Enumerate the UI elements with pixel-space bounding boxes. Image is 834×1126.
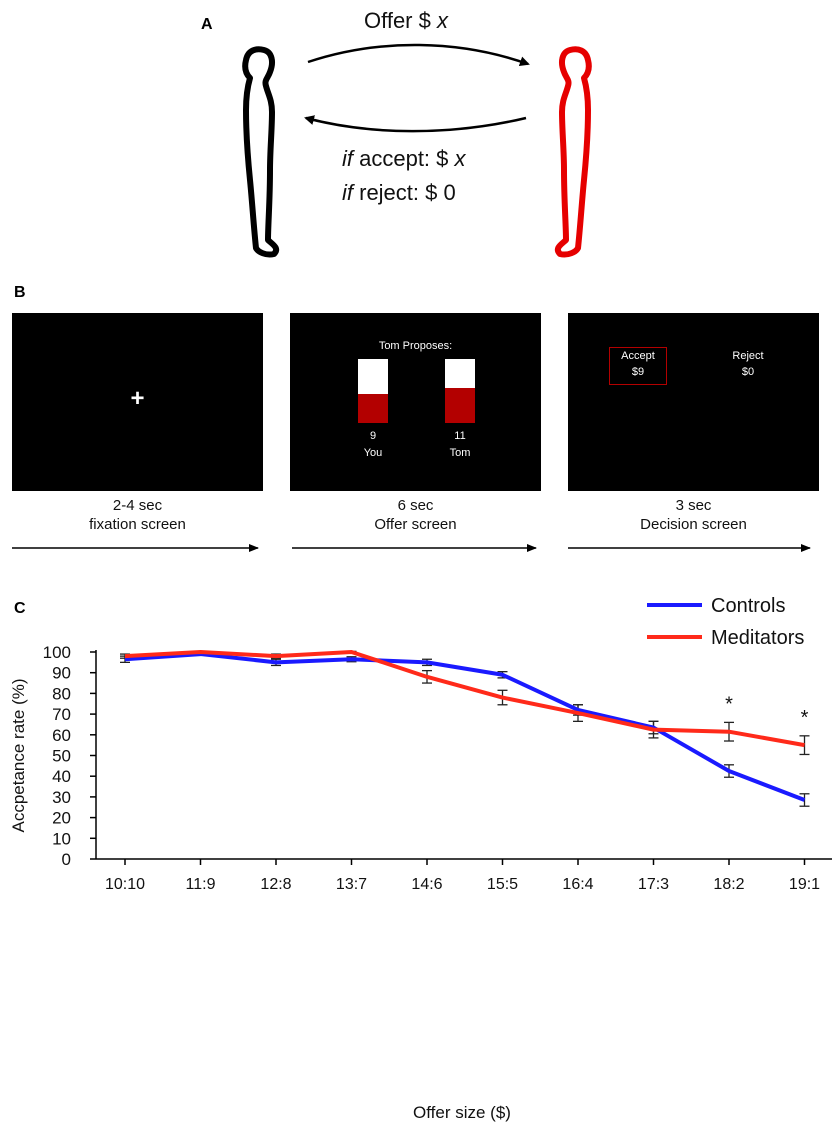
tom-bar [445, 359, 475, 423]
offer-duration: 6 sec [397, 497, 434, 514]
accept-variable: x [454, 146, 466, 171]
decision-name: Decision screen [640, 516, 747, 533]
x-tick-label: 16:4 [562, 876, 593, 893]
y-tick-label: 50 [52, 747, 71, 766]
you-label: You [363, 447, 383, 459]
decision-caption: 3 sec Decision screen [568, 496, 819, 534]
y-tick-label: 100 [43, 643, 71, 662]
offer-variable: x [436, 8, 448, 33]
y-tick-label: 0 [62, 850, 71, 869]
x-tick-label: 19:1 [789, 876, 820, 893]
y-tick-label: 70 [52, 705, 71, 724]
timeline-arrows [12, 544, 811, 552]
x-tick-label: 13:7 [336, 876, 367, 893]
reject-text: reject: $ 0 [353, 180, 456, 205]
fixation-name: fixation screen [89, 516, 186, 533]
y-tick-label: 30 [52, 788, 71, 807]
offer-screen: Tom Proposes: 9 You 11 Tom [290, 313, 541, 491]
reject-option-amount: $0 [741, 366, 755, 378]
legend-label-controls: Controls [711, 595, 785, 617]
panel-b-letter: B [14, 284, 26, 301]
fixation-screen: + [12, 313, 263, 491]
proposer-figure [242, 46, 280, 258]
ultimatum-game-diagram [242, 43, 592, 258]
offer-header: Tom Proposes: [378, 340, 453, 352]
y-tick-label: 90 [52, 664, 71, 683]
x-tick-label: 17:3 [638, 876, 669, 893]
legend-label-meditators: Meditators [711, 627, 804, 649]
accept-if: if [342, 146, 353, 171]
decision-duration: 3 sec [675, 497, 712, 514]
responder-figure [554, 46, 592, 258]
x-tick-label: 15:5 [487, 876, 518, 893]
x-tick-label: 11:9 [186, 876, 216, 893]
offer-word: Offer $ [364, 8, 437, 33]
panel-a-letter: A [201, 16, 213, 33]
y-tick-label: 60 [52, 726, 71, 745]
x-tick-label: 18:2 [713, 876, 744, 893]
you-bar [358, 359, 388, 423]
tom-value: 11 [454, 430, 466, 442]
decision-screen: Accept $9 Reject $0 [568, 313, 819, 491]
significance-marker: * [801, 707, 809, 729]
offer-caption: 6 sec Offer screen [290, 496, 541, 534]
y-tick-label: 20 [52, 809, 71, 828]
series-line-controls [124, 652, 806, 802]
x-tick-label: 10:10 [105, 876, 145, 893]
response-arrow [304, 115, 527, 133]
accept-text: accept: $ [353, 146, 455, 171]
you-bar-fill [358, 394, 388, 423]
accept-option-amount: $9 [631, 366, 645, 378]
significance-marker: * [725, 693, 733, 715]
offer-arrow [307, 43, 530, 67]
tom-label: Tom [449, 447, 471, 459]
y-axis-label: Accpetance rate (%) [9, 678, 28, 832]
series-line-meditators [124, 650, 805, 748]
x-axis-label: Offer size ($) [413, 1103, 511, 1122]
fixation-caption: 2-4 sec fixation screen [12, 496, 263, 534]
x-tick-label: 12:8 [260, 876, 291, 893]
panel-c-letter: C [14, 600, 26, 617]
y-tick-label: 40 [52, 767, 71, 786]
y-tick-label: 80 [52, 684, 71, 703]
reject-label: if reject: $ 0 [342, 180, 456, 206]
x-tick-label: 14:6 [411, 876, 442, 893]
fixation-duration: 2-4 sec [112, 497, 163, 514]
tom-bar-fill [445, 387, 475, 423]
y-tick-label: 10 [52, 829, 71, 848]
fixation-cross: + [130, 385, 145, 412]
reject-option-label: Reject [732, 350, 764, 362]
accept-option-box: Accept $9 [609, 347, 667, 385]
reject-if: if [342, 180, 353, 205]
you-value: 9 [369, 430, 377, 442]
accept-label: if accept: $ x [342, 146, 466, 172]
offer-label: Offer $ x [364, 8, 448, 34]
offer-name: Offer screen [374, 516, 457, 533]
accept-option-label: Accept [621, 350, 655, 362]
